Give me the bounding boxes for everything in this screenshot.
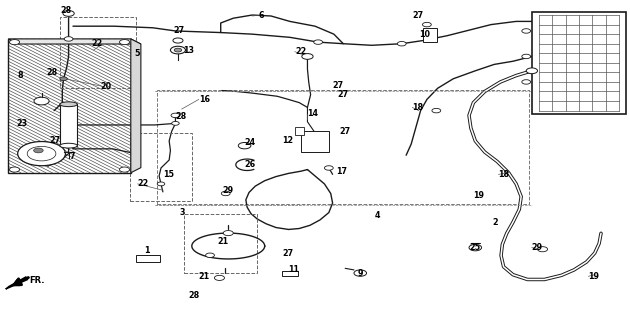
Polygon shape (8, 39, 141, 44)
Text: 4: 4 (375, 211, 381, 220)
Circle shape (398, 42, 406, 46)
Text: 17: 17 (336, 167, 347, 176)
Circle shape (522, 29, 530, 33)
Bar (423, 28, 437, 42)
Text: 10: 10 (419, 30, 430, 39)
Bar (295, 126, 304, 134)
Ellipse shape (60, 143, 77, 148)
Bar (184, 214, 256, 273)
FancyArrowPatch shape (13, 277, 28, 285)
Circle shape (522, 80, 530, 84)
FancyBboxPatch shape (532, 12, 626, 114)
Circle shape (64, 37, 73, 41)
Text: 27: 27 (413, 11, 423, 20)
Text: 9: 9 (358, 268, 364, 278)
Circle shape (214, 275, 224, 280)
Circle shape (27, 146, 56, 161)
Text: 13: 13 (183, 45, 194, 55)
Text: 12: 12 (282, 136, 294, 145)
Text: 8: 8 (18, 71, 23, 80)
Text: 28: 28 (175, 113, 186, 122)
Text: 27: 27 (50, 136, 61, 145)
Text: 27: 27 (337, 90, 348, 99)
Circle shape (423, 22, 432, 27)
Circle shape (302, 53, 313, 59)
Text: 28: 28 (46, 68, 57, 77)
Circle shape (9, 167, 20, 172)
Text: 27: 27 (339, 127, 350, 136)
Circle shape (223, 230, 233, 236)
Circle shape (9, 40, 20, 45)
Circle shape (34, 97, 49, 105)
Bar (282, 270, 298, 276)
Circle shape (63, 11, 74, 16)
Text: 27: 27 (333, 81, 344, 90)
Polygon shape (6, 277, 28, 289)
Text: 27: 27 (282, 250, 294, 259)
Bar (301, 131, 329, 152)
Text: 16: 16 (198, 95, 210, 104)
Bar (136, 255, 160, 262)
Circle shape (469, 244, 481, 251)
Text: 22: 22 (295, 47, 306, 56)
Circle shape (171, 46, 185, 54)
Circle shape (173, 38, 183, 43)
Circle shape (205, 253, 214, 258)
FancyBboxPatch shape (60, 104, 77, 146)
Polygon shape (131, 39, 141, 173)
Circle shape (221, 191, 230, 196)
Text: 22: 22 (138, 180, 149, 188)
Text: 15: 15 (163, 170, 174, 179)
Text: 27: 27 (173, 27, 185, 36)
Text: 25: 25 (469, 243, 480, 252)
Text: 29: 29 (532, 243, 543, 252)
Text: 1: 1 (144, 246, 149, 255)
Ellipse shape (60, 102, 77, 107)
Circle shape (354, 270, 367, 276)
Text: 28: 28 (188, 291, 199, 300)
Text: 3: 3 (180, 208, 185, 217)
Circle shape (238, 142, 251, 149)
Bar (130, 133, 192, 201)
Circle shape (120, 167, 130, 172)
Text: 19: 19 (473, 190, 484, 200)
Text: 21: 21 (217, 237, 229, 246)
Text: 22: 22 (92, 39, 103, 48)
Circle shape (432, 108, 441, 113)
Circle shape (158, 182, 165, 186)
Circle shape (120, 40, 130, 45)
Text: 24: 24 (244, 138, 256, 147)
Bar (60, 17, 136, 88)
Circle shape (171, 113, 180, 118)
Text: 29: 29 (222, 186, 233, 195)
Bar (157, 90, 529, 204)
Circle shape (522, 54, 530, 59)
Text: 2: 2 (492, 218, 498, 227)
Text: 14: 14 (307, 109, 318, 118)
Text: 18: 18 (413, 103, 423, 112)
Circle shape (324, 166, 333, 170)
Text: 5: 5 (134, 49, 139, 58)
Circle shape (537, 247, 547, 252)
Text: 19: 19 (588, 272, 600, 281)
Text: FR.: FR. (30, 276, 45, 285)
Text: 6: 6 (259, 11, 265, 20)
Text: 26: 26 (244, 160, 256, 169)
Text: 28: 28 (60, 6, 72, 15)
Circle shape (33, 148, 43, 153)
Circle shape (526, 68, 537, 74)
Text: 18: 18 (498, 170, 510, 179)
Circle shape (314, 40, 323, 44)
Circle shape (18, 141, 66, 166)
Text: 20: 20 (100, 82, 111, 91)
Circle shape (174, 48, 181, 52)
Text: 11: 11 (289, 265, 300, 275)
Text: 23: 23 (16, 119, 28, 128)
Text: 7: 7 (70, 152, 76, 161)
Circle shape (60, 77, 67, 81)
Text: 21: 21 (198, 272, 210, 281)
Circle shape (172, 122, 179, 125)
